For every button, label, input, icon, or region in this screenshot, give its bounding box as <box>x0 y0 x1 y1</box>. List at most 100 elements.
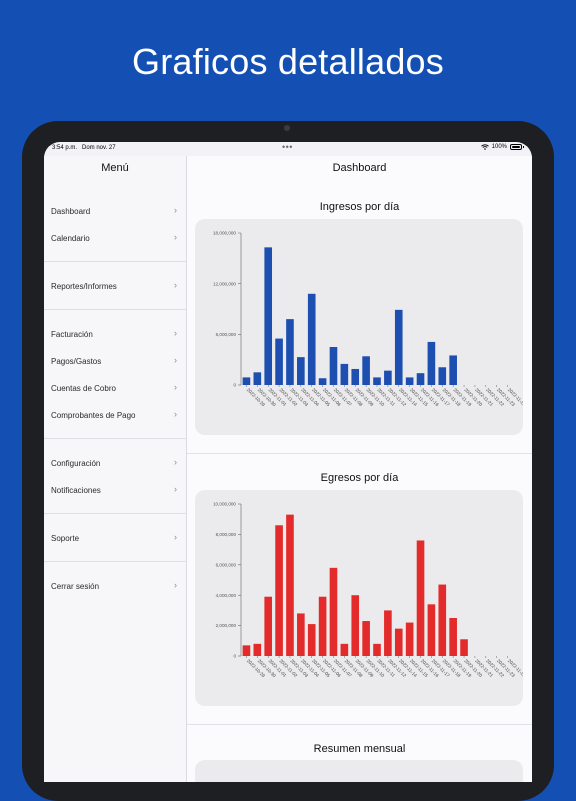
bar[interactable] <box>275 525 283 656</box>
chevron-right-icon: › <box>174 457 177 467</box>
bar[interactable] <box>242 645 251 656</box>
sidebar-item-cuentas-de-cobro[interactable]: Cuentas de Cobro › <box>44 377 186 403</box>
sidebar-item-cerrar-sesión[interactable]: Cerrar sesión › <box>44 575 186 601</box>
bar[interactable] <box>438 584 447 656</box>
chevron-right-icon: › <box>174 355 177 365</box>
bar[interactable] <box>394 628 403 656</box>
section-divider <box>187 724 532 725</box>
bar[interactable] <box>438 367 447 385</box>
sidebar-item-label: Configuración <box>51 459 101 468</box>
sidebar-item-label: Dashboard <box>51 207 91 216</box>
sidebar-item-comprobantes-de-pago[interactable]: Comprobantes de Pago › <box>44 404 186 430</box>
bar[interactable] <box>329 567 338 656</box>
bar[interactable] <box>340 643 349 656</box>
bar[interactable] <box>253 643 262 656</box>
bar[interactable] <box>318 378 327 385</box>
income-chart-card: 0 6,000,000 12,000,000 18,000,000 2022-10-29… <box>195 219 523 435</box>
y-tick-label: 6,000,000 <box>216 332 237 337</box>
battery-percent: 100% <box>491 144 507 150</box>
sidebar-item-calendario[interactable]: Calendario › <box>44 227 186 253</box>
chevron-right-icon: › <box>174 232 177 242</box>
bar[interactable] <box>318 596 327 656</box>
bar[interactable] <box>351 595 360 656</box>
bar[interactable] <box>297 613 305 656</box>
multitasking-dots-icon[interactable]: ••• <box>282 142 293 152</box>
y-tick-label: 4,000,000 <box>216 593 237 598</box>
bar[interactable] <box>416 540 425 656</box>
y-tick-label: 0 <box>233 383 236 388</box>
sidebar-item-configuración[interactable]: Configuración › <box>44 452 186 478</box>
summary-section-title: Resumen mensual <box>313 743 406 755</box>
y-tick-label: 18,000,000 <box>213 231 236 236</box>
bar[interactable] <box>405 377 414 385</box>
chevron-right-icon: › <box>174 382 177 392</box>
bar[interactable] <box>373 643 381 656</box>
sidebar-item-label: Comprobantes de Pago <box>51 411 136 420</box>
bar[interactable] <box>362 356 370 385</box>
bar[interactable] <box>384 610 392 656</box>
status-time: 3:54 p.m. <box>52 145 78 151</box>
chevron-right-icon: › <box>174 205 177 215</box>
summary-card <box>195 760 523 782</box>
bar[interactable] <box>307 293 316 385</box>
section-divider <box>187 453 532 454</box>
bar[interactable] <box>416 373 425 385</box>
sidebar-item-notificaciones[interactable]: Notificaciones › <box>44 479 186 505</box>
bar[interactable] <box>286 319 294 385</box>
sidebar-separator <box>44 513 186 514</box>
sidebar-item-label: Calendario <box>51 234 90 243</box>
bar[interactable] <box>351 368 360 385</box>
y-tick-label: 2,000,000 <box>216 623 237 628</box>
status-date: Dom nov. 27 <box>82 145 116 151</box>
y-tick-label: 12,000,000 <box>213 281 236 286</box>
bar[interactable] <box>373 377 381 385</box>
sidebar-item-label: Facturación <box>51 330 93 339</box>
chevron-right-icon: › <box>174 280 177 290</box>
app-screen: 3:54 p.m. Dom nov. 27 ••• 100% Menú Dash… <box>44 142 532 782</box>
expense-chart-card: 0 2,000,000 4,000,000 6,000,000 8,000,000 10,… <box>195 490 523 706</box>
bar[interactable] <box>449 618 457 656</box>
sidebar-item-label: Cuentas de Cobro <box>51 384 116 393</box>
y-tick-label: 0 <box>233 654 236 659</box>
bar[interactable] <box>427 604 436 656</box>
sidebar-separator <box>44 261 186 262</box>
sidebar-separator <box>44 438 186 439</box>
bar[interactable] <box>329 347 338 385</box>
bar[interactable] <box>362 621 370 656</box>
camera-icon <box>284 125 290 131</box>
sidebar-item-facturación[interactable]: Facturación › <box>44 323 186 349</box>
chevron-right-icon: › <box>174 409 177 419</box>
y-tick-label: 8,000,000 <box>216 532 237 537</box>
sidebar-item-reportes-informes[interactable]: Reportes/Informes › <box>44 275 186 301</box>
expense-section-title: Egresos por día <box>320 472 399 484</box>
bar[interactable] <box>460 639 468 656</box>
expense-chart: 0 2,000,000 4,000,000 6,000,000 8,000,000 10,… <box>213 502 523 679</box>
bar[interactable] <box>242 377 251 385</box>
main-content: Dashboard Ingresos por día 0 6,000,000 12,… <box>187 156 532 782</box>
chevron-right-icon: › <box>174 328 177 338</box>
sidebar-item-label: Pagos/Gastos <box>51 357 102 366</box>
promo-title: Graficos detallados <box>132 41 444 82</box>
bar[interactable] <box>340 363 349 385</box>
bar[interactable] <box>405 622 414 656</box>
sidebar: Menú Dashboard › Calendario › Reportes/Infor… <box>44 156 187 782</box>
bar[interactable] <box>286 514 294 656</box>
bar[interactable] <box>394 309 403 385</box>
bar[interactable] <box>307 624 316 656</box>
sidebar-item-soporte[interactable]: Soporte › <box>44 527 186 553</box>
sidebar-item-dashboard[interactable]: Dashboard › <box>44 200 186 226</box>
sidebar-item-pagos-gastos[interactable]: Pagos/Gastos › <box>44 350 186 376</box>
bar[interactable] <box>297 357 305 385</box>
bar[interactable] <box>427 341 436 385</box>
bar[interactable] <box>384 370 392 385</box>
bar[interactable] <box>449 355 457 385</box>
income-section-title: Ingresos por día <box>319 201 400 213</box>
bar[interactable] <box>264 247 273 385</box>
sidebar-item-label: Reportes/Informes <box>51 282 117 291</box>
bar[interactable] <box>253 372 262 385</box>
bar[interactable] <box>264 596 273 656</box>
sidebar-item-label: Notificaciones <box>51 486 101 495</box>
chevron-right-icon: › <box>174 532 177 542</box>
chevron-right-icon: › <box>174 580 177 590</box>
bar[interactable] <box>275 338 283 385</box>
